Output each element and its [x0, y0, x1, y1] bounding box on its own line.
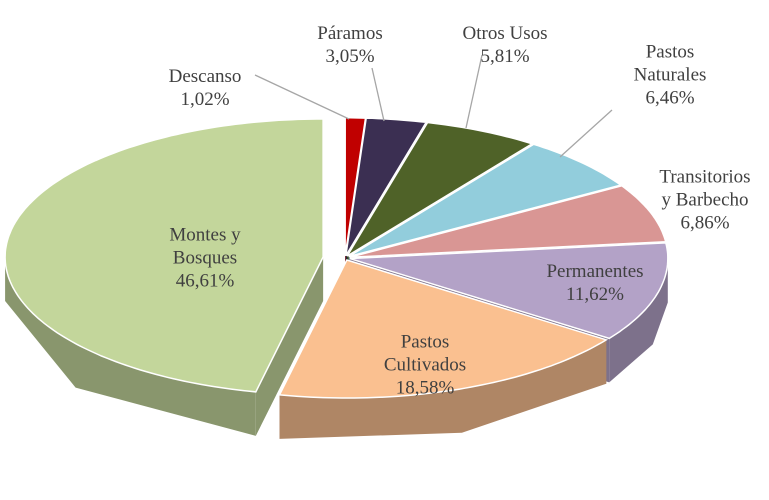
leader-line: [254, 74, 350, 120]
slice-name: Transitorios y Barbecho: [659, 166, 751, 211]
slice-label: Descanso 1,02%: [169, 65, 242, 111]
slice-label: Pastos Naturales 6,46%: [634, 41, 707, 110]
slice-side: [279, 339, 607, 439]
slice-cut-side: [255, 256, 324, 436]
slice-name: Otros Usos: [462, 23, 548, 44]
leader-line: [559, 109, 613, 158]
slice-value: 18,58%: [395, 377, 455, 399]
slice: [345, 117, 428, 257]
slice-label: Montes y Bosques 46,61%: [169, 224, 240, 293]
slice: [348, 143, 623, 258]
slice: [278, 259, 608, 399]
slice: [346, 121, 534, 257]
slice-label: Otros Usos 5,81%: [463, 22, 548, 68]
slice-name: Descanso: [168, 66, 242, 87]
slice-label: Páramos 3,05%: [317, 22, 382, 68]
leader-line: [371, 67, 385, 122]
slice-label: Transitorios y Barbecho 6,86%: [659, 166, 750, 235]
slice-value: 6,86%: [680, 212, 730, 234]
slice-name: Páramos: [317, 23, 383, 44]
slice-value: 46,61%: [175, 270, 235, 292]
slice: [4, 118, 324, 393]
slice-label: Permanentes 11,62%: [546, 260, 643, 306]
slice-value: 6,46%: [645, 87, 695, 109]
slice-name: Montes y Bosques: [169, 224, 241, 269]
slice-name: Pastos Naturales: [633, 41, 707, 86]
slice-label: Pastos Cultivados 18,58%: [384, 331, 466, 400]
slice-name: Permanentes: [546, 261, 644, 282]
slice-side: [609, 258, 668, 383]
leader-line: [465, 54, 483, 129]
slice: [349, 242, 669, 340]
slice-side: [5, 257, 256, 436]
slice-value: 11,62%: [566, 284, 624, 305]
slice-name: Pastos Cultivados: [383, 331, 467, 376]
slice: [349, 184, 667, 259]
slice-value: 1,02%: [180, 89, 230, 110]
slice-value: 3,05%: [325, 46, 375, 67]
slice-value: 5,81%: [480, 46, 530, 67]
